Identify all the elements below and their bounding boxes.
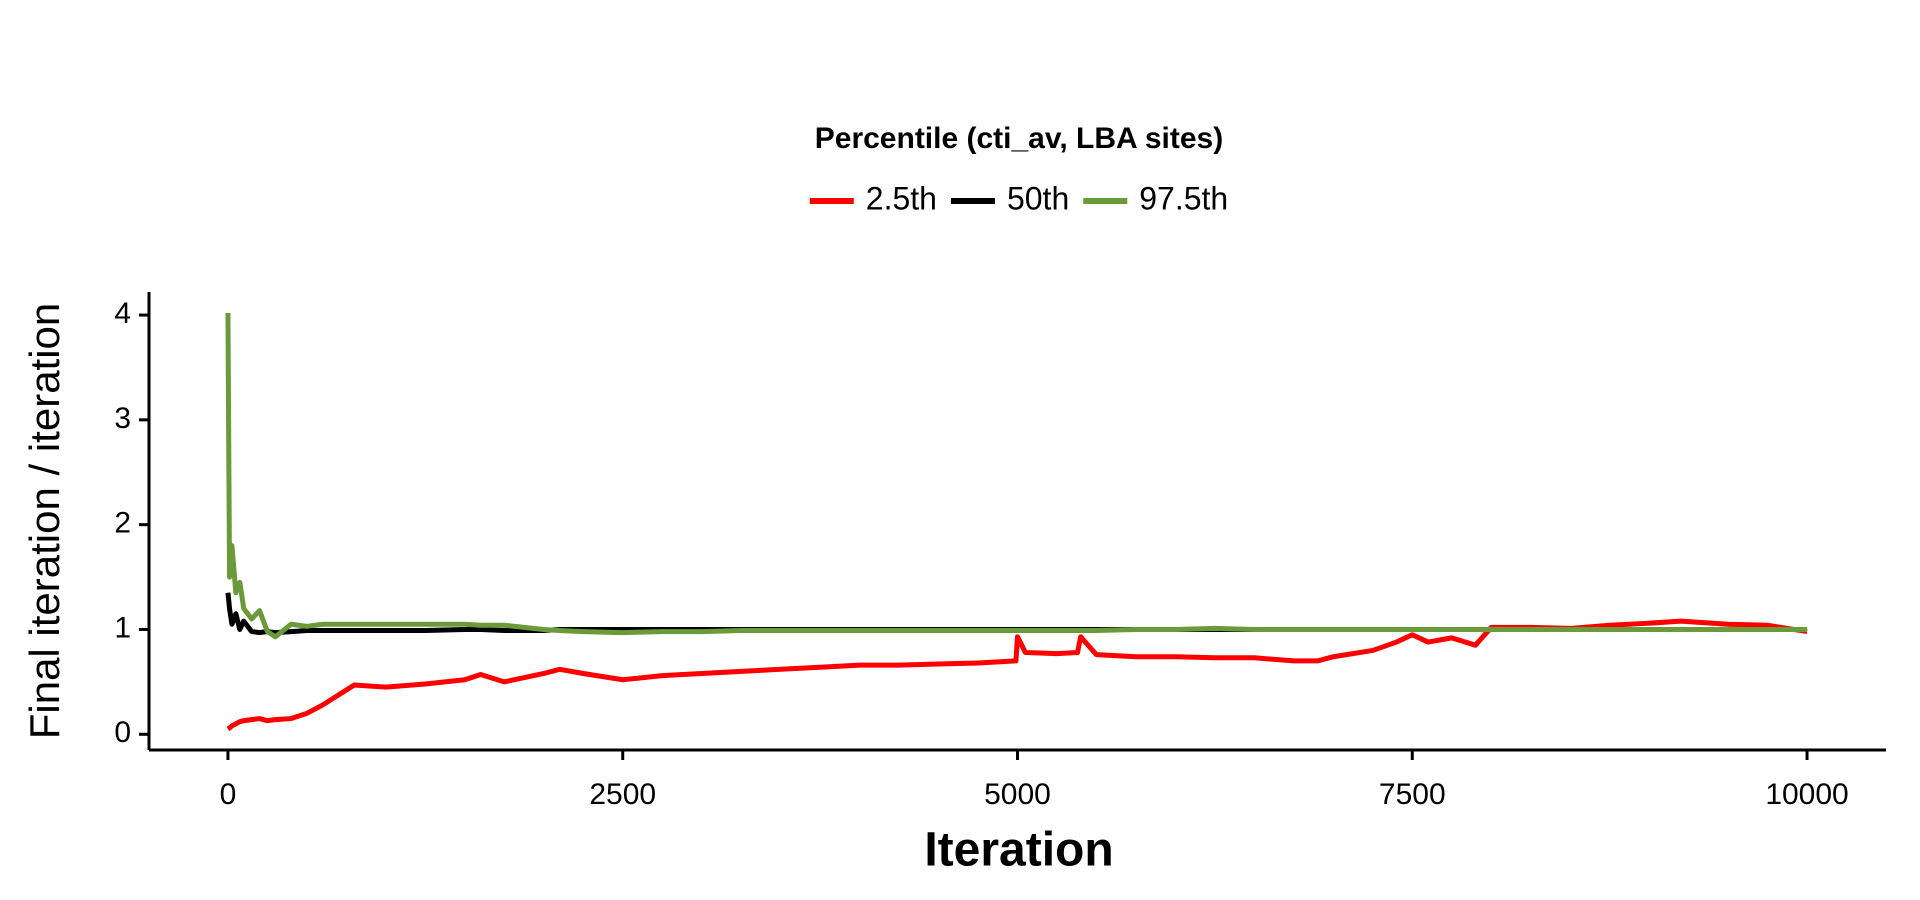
- legend-label: 97.5th: [1139, 180, 1228, 216]
- y-tick-label: 1: [114, 611, 131, 644]
- x-tick-label: 5000: [984, 778, 1051, 811]
- legend-label: 50th: [1007, 180, 1069, 216]
- y-tick-label: 4: [114, 297, 131, 330]
- series-line: [225, 312, 1808, 640]
- series-line: [226, 618, 1808, 732]
- y-tick-label: 3: [114, 402, 131, 435]
- x-axis-title: Iteration: [924, 824, 1113, 877]
- x-tick-label: 2500: [589, 778, 656, 811]
- x-tick-label: 0: [220, 778, 237, 811]
- legend-label: 2.5th: [866, 180, 937, 216]
- x-tick-label: 7500: [1379, 778, 1446, 811]
- y-tick-label: 2: [114, 507, 131, 540]
- legend-title: Percentile (cti_av, LBA sites): [815, 122, 1224, 155]
- x-tick-label: 10000: [1765, 778, 1848, 811]
- y-axis-title: Final iteration / iteration: [21, 303, 68, 740]
- y-tick-label: 0: [114, 716, 131, 749]
